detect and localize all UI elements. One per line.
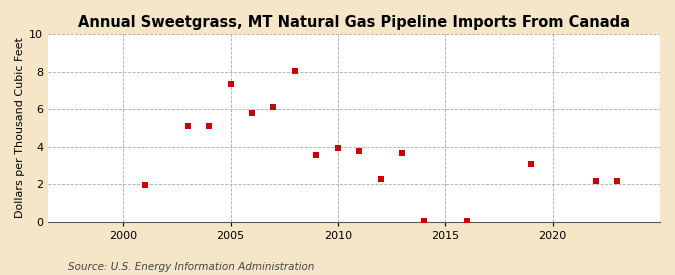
Point <box>333 145 344 150</box>
Point <box>268 105 279 109</box>
Point <box>418 219 429 223</box>
Point <box>139 183 150 187</box>
Point <box>612 179 622 183</box>
Point <box>182 124 193 128</box>
Point <box>246 111 257 115</box>
Point <box>461 219 472 223</box>
Point <box>526 161 537 166</box>
Point <box>311 153 322 157</box>
Point <box>354 149 364 153</box>
Y-axis label: Dollars per Thousand Cubic Feet: Dollars per Thousand Cubic Feet <box>15 37 25 218</box>
Point <box>290 68 300 73</box>
Point <box>225 81 236 86</box>
Point <box>204 124 215 128</box>
Point <box>590 179 601 183</box>
Text: Source: U.S. Energy Information Administration: Source: U.S. Energy Information Administ… <box>68 262 314 272</box>
Title: Annual Sweetgrass, MT Natural Gas Pipeline Imports From Canada: Annual Sweetgrass, MT Natural Gas Pipeli… <box>78 15 630 30</box>
Point <box>375 176 386 181</box>
Point <box>397 151 408 155</box>
